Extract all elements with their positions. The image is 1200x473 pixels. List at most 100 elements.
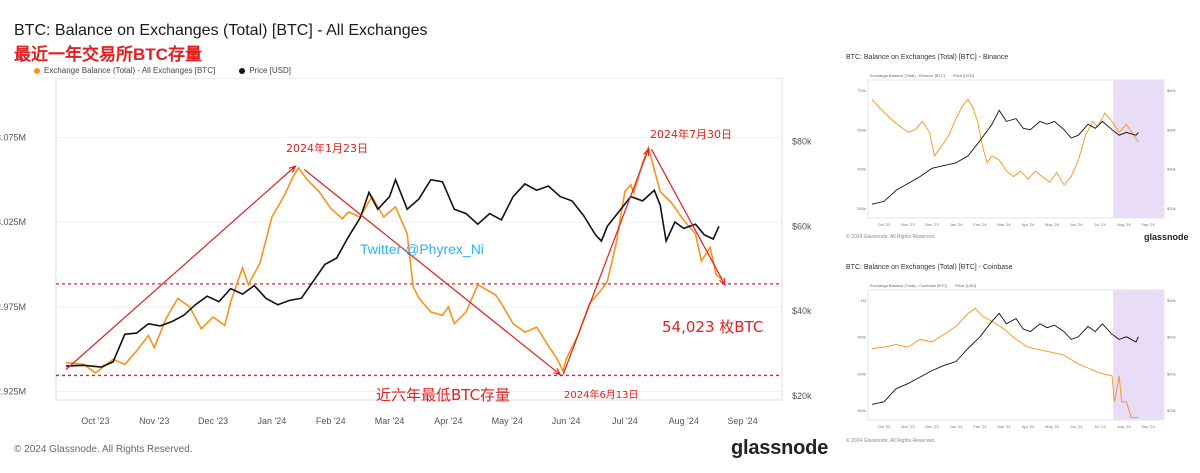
plot-frame bbox=[867, 79, 1165, 219]
y-left-tick-label: 550k bbox=[857, 206, 866, 211]
legend-label-price: Price [USD] bbox=[249, 66, 291, 75]
x-tick-label: Oct '23 bbox=[81, 416, 109, 426]
x-tick-label: Jan '24 bbox=[950, 222, 964, 227]
x-tick-label: Mar '24 bbox=[997, 222, 1011, 227]
trend-arrow-head bbox=[553, 368, 562, 376]
binance-legend-price: Price [USD] bbox=[952, 73, 974, 78]
watermark: Twitter @Phyrex_Ni bbox=[360, 241, 484, 257]
y-left-tick-label: 700k bbox=[857, 88, 866, 93]
series-line-balance bbox=[871, 98, 1139, 186]
brand-logo: glassnode bbox=[731, 437, 829, 459]
y-left-tick-label: 1M bbox=[860, 298, 866, 303]
x-tick-label: Dec '23 bbox=[925, 222, 939, 227]
y-left-tick-label: 650k bbox=[857, 127, 866, 132]
legend-dot-balance bbox=[34, 67, 40, 74]
annotation-jan: 2024年1月23日 bbox=[286, 141, 368, 155]
binance-panel: BTC: Balance on Exchanges (Total) [BTC] … bbox=[842, 50, 1194, 250]
coinbase-panel-title: BTC: Balance on Exchanges (Total) [BTC] … bbox=[846, 264, 1013, 271]
x-tick-label: Jun '24 bbox=[1070, 424, 1084, 429]
copyright-text: © 2024 Glassnode. All Rights Reserved. bbox=[14, 444, 193, 455]
x-tick-label: Dec '23 bbox=[925, 424, 939, 429]
coinbase-chart[interactable]: 1M $80k 950k $60k 900k $40k 850k $20k Oct '23 Nov… bbox=[842, 260, 1194, 460]
x-tick-label: Feb '24 bbox=[973, 222, 987, 227]
binance-chart[interactable]: 700k $80k 650k $60k 600k $40k 550k $20k Oct '23 N… bbox=[842, 50, 1194, 250]
x-tick-label: Nov '23 bbox=[901, 222, 915, 227]
trend-arrow-head bbox=[719, 277, 726, 287]
y-left-tick-label: 2.975M bbox=[0, 302, 26, 312]
legend-dot-price bbox=[239, 67, 246, 74]
annotation-jun: 2024年6月13日 bbox=[564, 388, 639, 401]
chart-title: BTC: Balance on Exchanges (Total) [BTC] … bbox=[14, 22, 428, 39]
trend-arrow-line bbox=[65, 165, 296, 370]
annotation-jul: 2024年7月30日 bbox=[650, 127, 732, 141]
chart-subtitle: 最近一年交易所BTC存量 bbox=[14, 45, 202, 64]
y-right-tick-label: $60k bbox=[792, 221, 812, 231]
y-right-tick-label: $20k bbox=[1167, 408, 1176, 413]
coinbase-legend-price: Price [USD] bbox=[955, 283, 977, 288]
x-tick-label: Nov '23 bbox=[901, 424, 915, 429]
annotation-amount: 54,023 枚BTC bbox=[662, 318, 763, 336]
x-tick-label: May '24 bbox=[492, 416, 523, 426]
x-tick-label: Aug '24 bbox=[1117, 222, 1131, 227]
x-tick-label: Feb '24 bbox=[973, 424, 987, 429]
x-tick-label: Apr '24 bbox=[1022, 424, 1035, 429]
series-line-balance bbox=[871, 307, 1139, 418]
series-line-balance bbox=[65, 144, 723, 374]
x-tick-label: Mar '24 bbox=[375, 416, 405, 426]
legend-item-balance[interactable]: Exchange Balance (Total) - All Exchanges… bbox=[34, 66, 215, 75]
x-tick-label: Jun '24 bbox=[1070, 222, 1084, 227]
y-right-tick-label: $80k bbox=[1167, 298, 1176, 303]
x-tick-label: Sep '24 bbox=[1141, 222, 1155, 227]
series-line-price bbox=[871, 312, 1139, 405]
plot-frame bbox=[55, 78, 783, 401]
x-tick-label: Nov '23 bbox=[139, 416, 169, 426]
x-tick-label: Jul '24 bbox=[612, 416, 638, 426]
y-left-tick-label: 950k bbox=[857, 335, 866, 340]
trend-arrow-line bbox=[303, 169, 561, 376]
y-right-tick-label: $60k bbox=[1167, 335, 1176, 340]
x-tick-label: Mar '24 bbox=[997, 424, 1011, 429]
binance-brand: glassnode bbox=[1144, 232, 1189, 242]
x-tick-label: May '24 bbox=[1045, 222, 1060, 227]
x-tick-label: Sep '24 bbox=[727, 416, 757, 426]
highlight-region bbox=[1113, 290, 1164, 420]
trend-arrow-head bbox=[288, 165, 297, 173]
y-right-tick-label: $80k bbox=[792, 137, 812, 147]
series-line-price bbox=[871, 109, 1139, 205]
y-right-tick-label: $40k bbox=[792, 306, 812, 316]
coinbase-copyright: © 2024 Glassnode. All Rights Reserved. bbox=[846, 438, 936, 444]
coinbase-legend-balance: Exchange Balance (Total) - Coinbase [BTC… bbox=[870, 283, 948, 288]
y-right-tick-label: $60k bbox=[1167, 127, 1176, 132]
y-left-tick-label: 2.925M bbox=[0, 387, 26, 397]
y-right-tick-label: $80k bbox=[1167, 88, 1176, 93]
plot-frame bbox=[867, 289, 1165, 421]
x-tick-label: Aug '24 bbox=[669, 416, 699, 426]
y-right-tick-label: $20k bbox=[792, 391, 812, 401]
x-tick-label: Sep '24 bbox=[1141, 424, 1155, 429]
x-tick-label: Apr '24 bbox=[434, 416, 462, 426]
binance-copyright: © 2024 Glassnode. All Rights Reserved. bbox=[846, 234, 936, 240]
highlight-region bbox=[1113, 80, 1164, 218]
legend-item-price[interactable]: Price [USD] bbox=[239, 66, 291, 75]
trend-arrow-line bbox=[650, 148, 726, 286]
y-left-tick-label: 3.075M bbox=[0, 132, 26, 142]
annotation-lowest: 近六年最低BTC存量 bbox=[376, 386, 510, 404]
x-tick-label: Jan '24 bbox=[258, 416, 287, 426]
y-right-tick-label: $20k bbox=[1167, 206, 1176, 211]
y-right-tick-label: $40k bbox=[1167, 371, 1176, 376]
binance-legend-balance: Exchange Balance (Total) - Binance [BTC] bbox=[870, 73, 945, 78]
coinbase-panel-legend: Exchange Balance (Total) - Coinbase [BTC… bbox=[870, 283, 976, 288]
x-tick-label: Dec '23 bbox=[198, 416, 228, 426]
x-tick-label: Jul '24 bbox=[1094, 222, 1106, 227]
series-line-price bbox=[65, 177, 720, 368]
legend-label-balance: Exchange Balance (Total) - All Exchanges… bbox=[44, 66, 216, 75]
coinbase-panel: BTC: Balance on Exchanges (Total) [BTC] … bbox=[842, 260, 1194, 460]
y-left-tick-label: 900k bbox=[857, 371, 866, 376]
x-tick-label: Oct '23 bbox=[878, 222, 891, 227]
x-tick-label: Aug '24 bbox=[1117, 424, 1131, 429]
x-tick-label: Jan '24 bbox=[950, 424, 964, 429]
x-tick-label: Apr '24 bbox=[1022, 222, 1035, 227]
y-left-tick-label: 600k bbox=[857, 167, 866, 172]
trend-arrow-line bbox=[562, 148, 650, 375]
main-chart[interactable]: 3.075M 3.025M 2.975M 2.925M $80k $60k $40k $20… bbox=[0, 78, 830, 438]
